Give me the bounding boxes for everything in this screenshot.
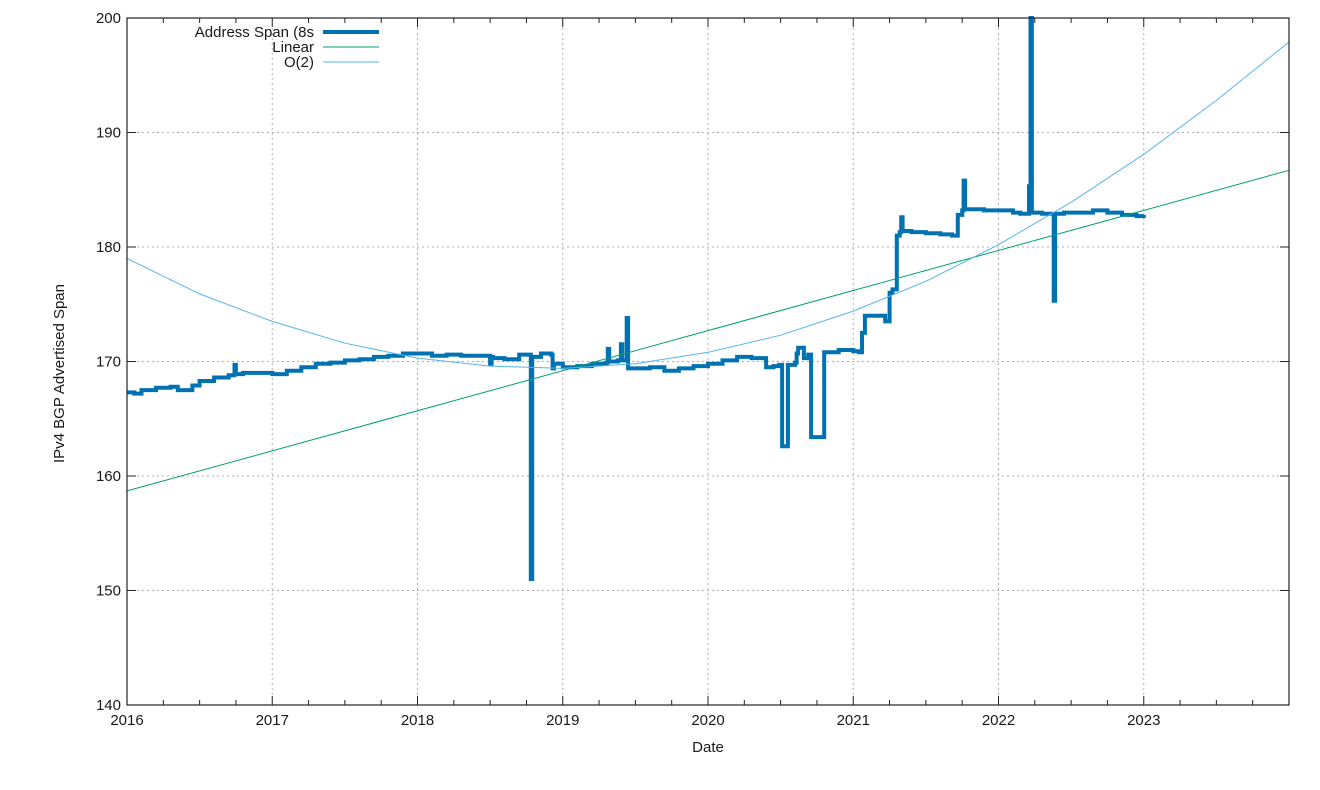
y-tick-label: 170	[96, 354, 121, 371]
y-axis-title: IPv4 BGP Advertised Span	[51, 284, 68, 463]
y-tick-label: 190	[96, 125, 121, 142]
x-tick-label: 2023	[1127, 712, 1160, 729]
y-tick-label: 200	[96, 10, 121, 27]
legend-label: Linear	[272, 39, 314, 56]
x-tick-label: 2021	[837, 712, 870, 729]
x-axis-title: Date	[692, 739, 724, 756]
x-tick-label: 2022	[982, 712, 1015, 729]
x-tick-label: 2017	[256, 712, 289, 729]
axis-ticks	[126, 17, 1289, 706]
x-axis-tick-labels: 2016 2017 2018 2019 2020 2021 2022 2023	[110, 712, 1160, 729]
x-tick-label: 2019	[546, 712, 579, 729]
legend-label: Address Span (8s	[195, 24, 314, 41]
legend-item-linear: Linear	[272, 39, 379, 56]
x-tick-label: 2018	[401, 712, 434, 729]
legend-label: O(2)	[284, 54, 314, 71]
series-o-2-line	[126, 41, 1290, 369]
legend: Address Span (8s Linear O(2)	[195, 24, 379, 71]
legend-item-o2: O(2)	[284, 54, 379, 71]
y-axis-tick-labels: 140 150 160 170 180 190 200	[96, 10, 121, 714]
x-tick-label: 2020	[691, 712, 724, 729]
legend-item-address-span: Address Span (8s	[195, 24, 379, 41]
y-tick-label: 180	[96, 239, 121, 256]
x-tick-label: 2016	[110, 712, 143, 729]
y-tick-label: 150	[96, 583, 121, 600]
series-layer	[126, 16, 1290, 581]
grid-lines	[127, 18, 1289, 705]
series-address-span-8s-line	[127, 16, 1146, 581]
y-tick-label: 140	[96, 697, 121, 714]
series-linear-line	[126, 169, 1290, 492]
y-tick-label: 160	[96, 468, 121, 485]
